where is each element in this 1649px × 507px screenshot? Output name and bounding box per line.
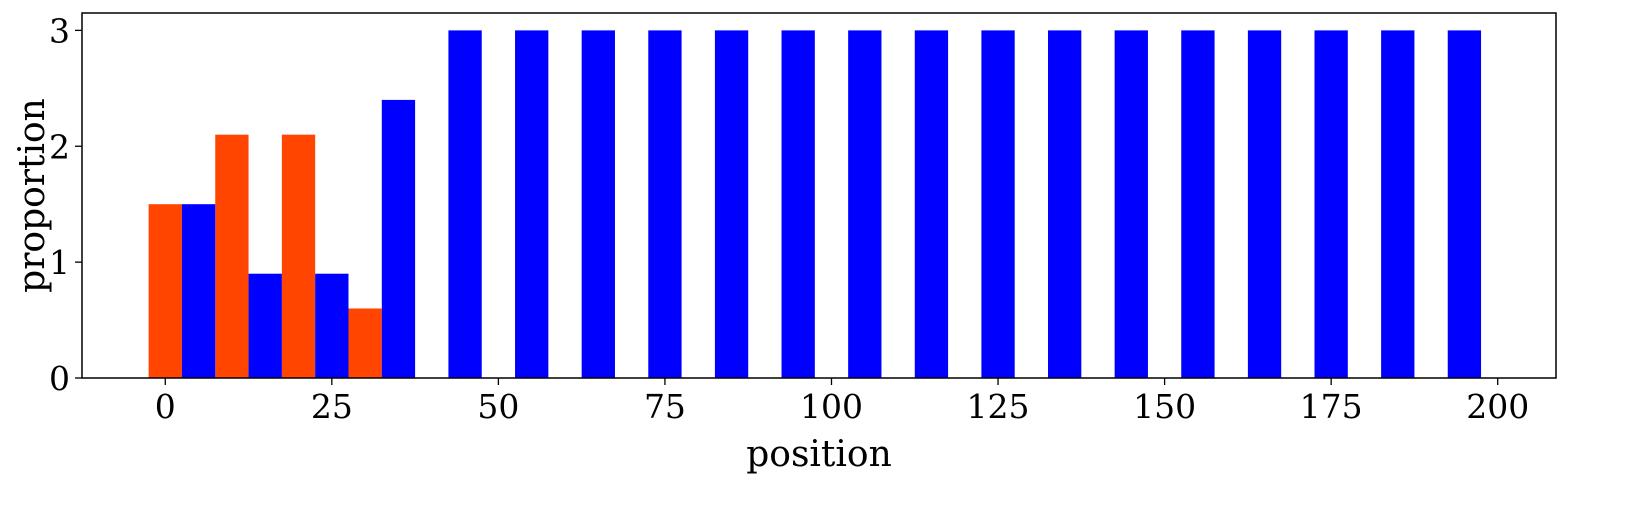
orange-bar (148, 204, 182, 378)
x-tick-label: 175 (1300, 387, 1363, 426)
orange-bar (348, 308, 382, 378)
blue-bar (581, 30, 615, 379)
blue-bar (648, 30, 682, 379)
blue-bar (781, 30, 815, 379)
blue-bar (1181, 30, 1215, 379)
blue-bar (1048, 30, 1082, 379)
x-tick-label: 150 (1133, 387, 1196, 426)
x-tick-label: 25 (311, 387, 353, 426)
y-tick-label: 3 (49, 11, 70, 50)
orange-bar (215, 134, 249, 378)
x-axis-ticks: 0 25 50 75 100 125 150 175 200 (155, 378, 1529, 426)
y-tick-label: 2 (49, 127, 70, 166)
x-tick-label: 75 (644, 387, 686, 426)
blue-bar (1381, 30, 1415, 379)
y-tick-label: 1 (49, 243, 70, 282)
y-axis-label: proportion (12, 98, 53, 293)
x-axis-label: position (746, 434, 892, 475)
blue-bar (1247, 30, 1282, 379)
blue-bar (248, 273, 282, 378)
blue-bar (981, 30, 1015, 379)
blue-bar (181, 204, 216, 378)
x-tick-label: 100 (800, 387, 863, 426)
y-axis-ticks: 0 1 2 3 (49, 11, 82, 398)
blue-bar (315, 273, 349, 378)
x-tick-label: 200 (1466, 387, 1529, 426)
plot-area-frame (81, 12, 1557, 379)
blue-bar (1114, 30, 1148, 379)
x-tick-label: 50 (477, 387, 519, 426)
x-tick-label: 125 (967, 387, 1030, 426)
blue-bar (381, 99, 416, 379)
blue-bar (448, 30, 482, 379)
blue-bar (914, 30, 949, 379)
x-tick-label: 0 (155, 387, 176, 426)
blue-bar (1447, 30, 1482, 379)
blue-bar (1314, 30, 1348, 379)
blue-bar (714, 30, 749, 379)
blue-bar (515, 30, 549, 379)
bars-layer (148, 30, 1482, 379)
y-tick-label: 0 (49, 359, 70, 398)
orange-bar (281, 134, 316, 378)
blue-bar (848, 30, 882, 379)
